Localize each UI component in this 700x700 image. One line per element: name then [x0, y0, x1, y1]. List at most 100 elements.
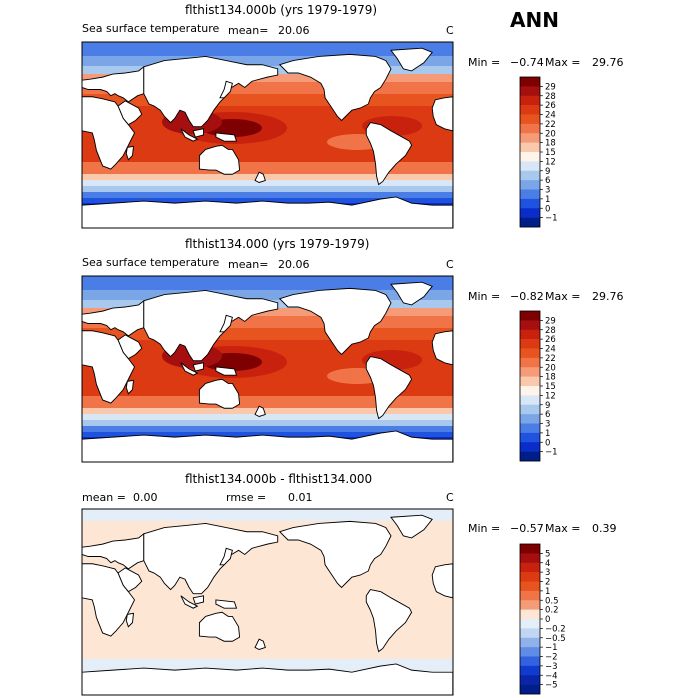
colorbar-label: 22	[545, 354, 556, 364]
colorbar-swatch	[520, 656, 540, 667]
colorbar-swatch	[520, 684, 540, 695]
panel-1-mean-value: 20.06	[278, 24, 310, 37]
colorbar-label: −0.5	[545, 634, 566, 644]
colorbar-label: 28	[545, 92, 556, 102]
colorbar-label: 9	[545, 167, 550, 177]
colorbar-swatch	[520, 161, 540, 172]
panel-3-mean-label: mean =	[82, 491, 126, 504]
colorbar-label: −0.2	[545, 624, 566, 634]
panel-1-variable: Sea surface temperature	[82, 22, 220, 35]
colorbar-swatch	[520, 208, 540, 218]
colorbar-swatch	[520, 637, 540, 648]
panel-2-max-value: 29.76	[592, 290, 624, 303]
colorbar-label: 6	[545, 410, 550, 420]
colorbar-label: 28	[545, 326, 556, 336]
colorbar-label: 22	[545, 120, 556, 130]
colorbar-swatch	[520, 198, 540, 209]
colorbar-swatch	[520, 217, 540, 228]
panel-3-map	[81, 508, 454, 696]
colorbar-label: −2	[545, 653, 558, 663]
colorbar-label: 20	[545, 129, 556, 139]
colorbar-swatch	[520, 423, 540, 434]
panel-3-max-value: 0.39	[592, 522, 617, 535]
colorbar-label: 24	[545, 345, 556, 355]
colorbar-swatch	[520, 619, 540, 629]
colorbar-swatch	[520, 170, 540, 181]
colorbar-swatch	[520, 77, 540, 87]
colorbar-label: 0	[545, 204, 550, 214]
panel-1-units: C	[446, 24, 454, 37]
colorbar-swatch	[520, 105, 540, 115]
colorbar-swatch	[520, 647, 540, 657]
colorbar-swatch	[520, 572, 540, 582]
colorbar-label: 18	[545, 139, 556, 149]
colorbar-swatch	[520, 665, 540, 676]
colorbar-swatch	[520, 133, 540, 143]
panel-3-min-label: Min =	[468, 522, 501, 535]
colorbar-label: −3	[545, 662, 558, 672]
colorbar-label: −1	[545, 214, 558, 224]
colorbar-swatch	[520, 367, 540, 377]
colorbar-label: 12	[545, 157, 556, 167]
colorbar-swatch	[520, 320, 540, 331]
colorbar-swatch	[520, 311, 540, 321]
panel-3-rmse-label: rmse =	[226, 491, 267, 504]
colorbar-label: 4	[545, 559, 550, 569]
colorbar-swatch	[520, 180, 540, 190]
panel-2-mean-value: 20.06	[278, 258, 310, 271]
colorbar-swatch	[520, 442, 540, 452]
colorbar-swatch	[520, 142, 540, 153]
colorbar-label: −4	[545, 671, 558, 681]
colorbar-label: 29	[545, 316, 556, 326]
colorbar-label: 18	[545, 373, 556, 383]
colorbar-swatch	[520, 414, 540, 424]
panel-1-title: flthist134.000b (yrs 1979-1979)	[185, 3, 378, 17]
panel-2-mean-label: mean=	[228, 258, 269, 271]
colorbar-swatch	[520, 581, 540, 592]
colorbar-label: 1	[545, 195, 550, 205]
panel-1-min-label: Min =	[468, 56, 501, 69]
colorbar-swatch	[520, 544, 540, 554]
panel-1-max-value: 29.76	[592, 56, 624, 69]
panel-3-title: flthist134.000b - flthist134.000	[185, 472, 373, 486]
colorbar-swatch	[520, 357, 540, 368]
colorbar-swatch	[520, 600, 540, 610]
colorbar-label: 0.5	[545, 596, 559, 606]
panel-2-min-label: Min =	[468, 290, 501, 303]
panel-2-variable: Sea surface temperature	[82, 256, 220, 269]
colorbar-label: −1	[545, 643, 558, 653]
colorbar-label: 26	[545, 335, 556, 345]
colorbar-label: 5	[545, 549, 550, 559]
panel-1-map	[81, 41, 454, 229]
panel-1-min-value: −0.74	[510, 56, 544, 69]
panel-3-min-value: −0.57	[510, 522, 544, 535]
colorbar-swatch	[520, 609, 540, 620]
panel-1-max-label: Max =	[545, 56, 581, 69]
colorbar-swatch	[520, 395, 540, 406]
colorbars: 29282624222018151296310−1292826242220181…	[519, 76, 566, 695]
colorbar-swatch	[520, 590, 540, 601]
colorbar-swatch	[520, 376, 540, 387]
colorbar-swatch	[520, 329, 540, 340]
colorbar-swatch	[520, 348, 540, 359]
colorbar-label: 1	[545, 429, 550, 439]
colorbar-label: 29	[545, 82, 556, 92]
colorbar-swatch	[520, 339, 540, 349]
colorbar-label: 2	[545, 578, 550, 588]
colorbar-swatch	[520, 562, 540, 573]
colorbar-swatch	[520, 432, 540, 443]
panel-3-max-label: Max =	[545, 522, 581, 535]
colorbar-swatch	[520, 95, 540, 106]
panel-3-units: C	[446, 491, 454, 504]
colorbar-label: 1	[545, 587, 550, 597]
colorbar-swatch	[520, 404, 540, 415]
colorbar-label: 12	[545, 391, 556, 401]
colorbar-swatch	[520, 553, 540, 564]
colorbar-label: 9	[545, 401, 550, 411]
panel-2-units: C	[446, 258, 454, 271]
panel-2-title: flthist134.000 (yrs 1979-1979)	[185, 237, 370, 251]
